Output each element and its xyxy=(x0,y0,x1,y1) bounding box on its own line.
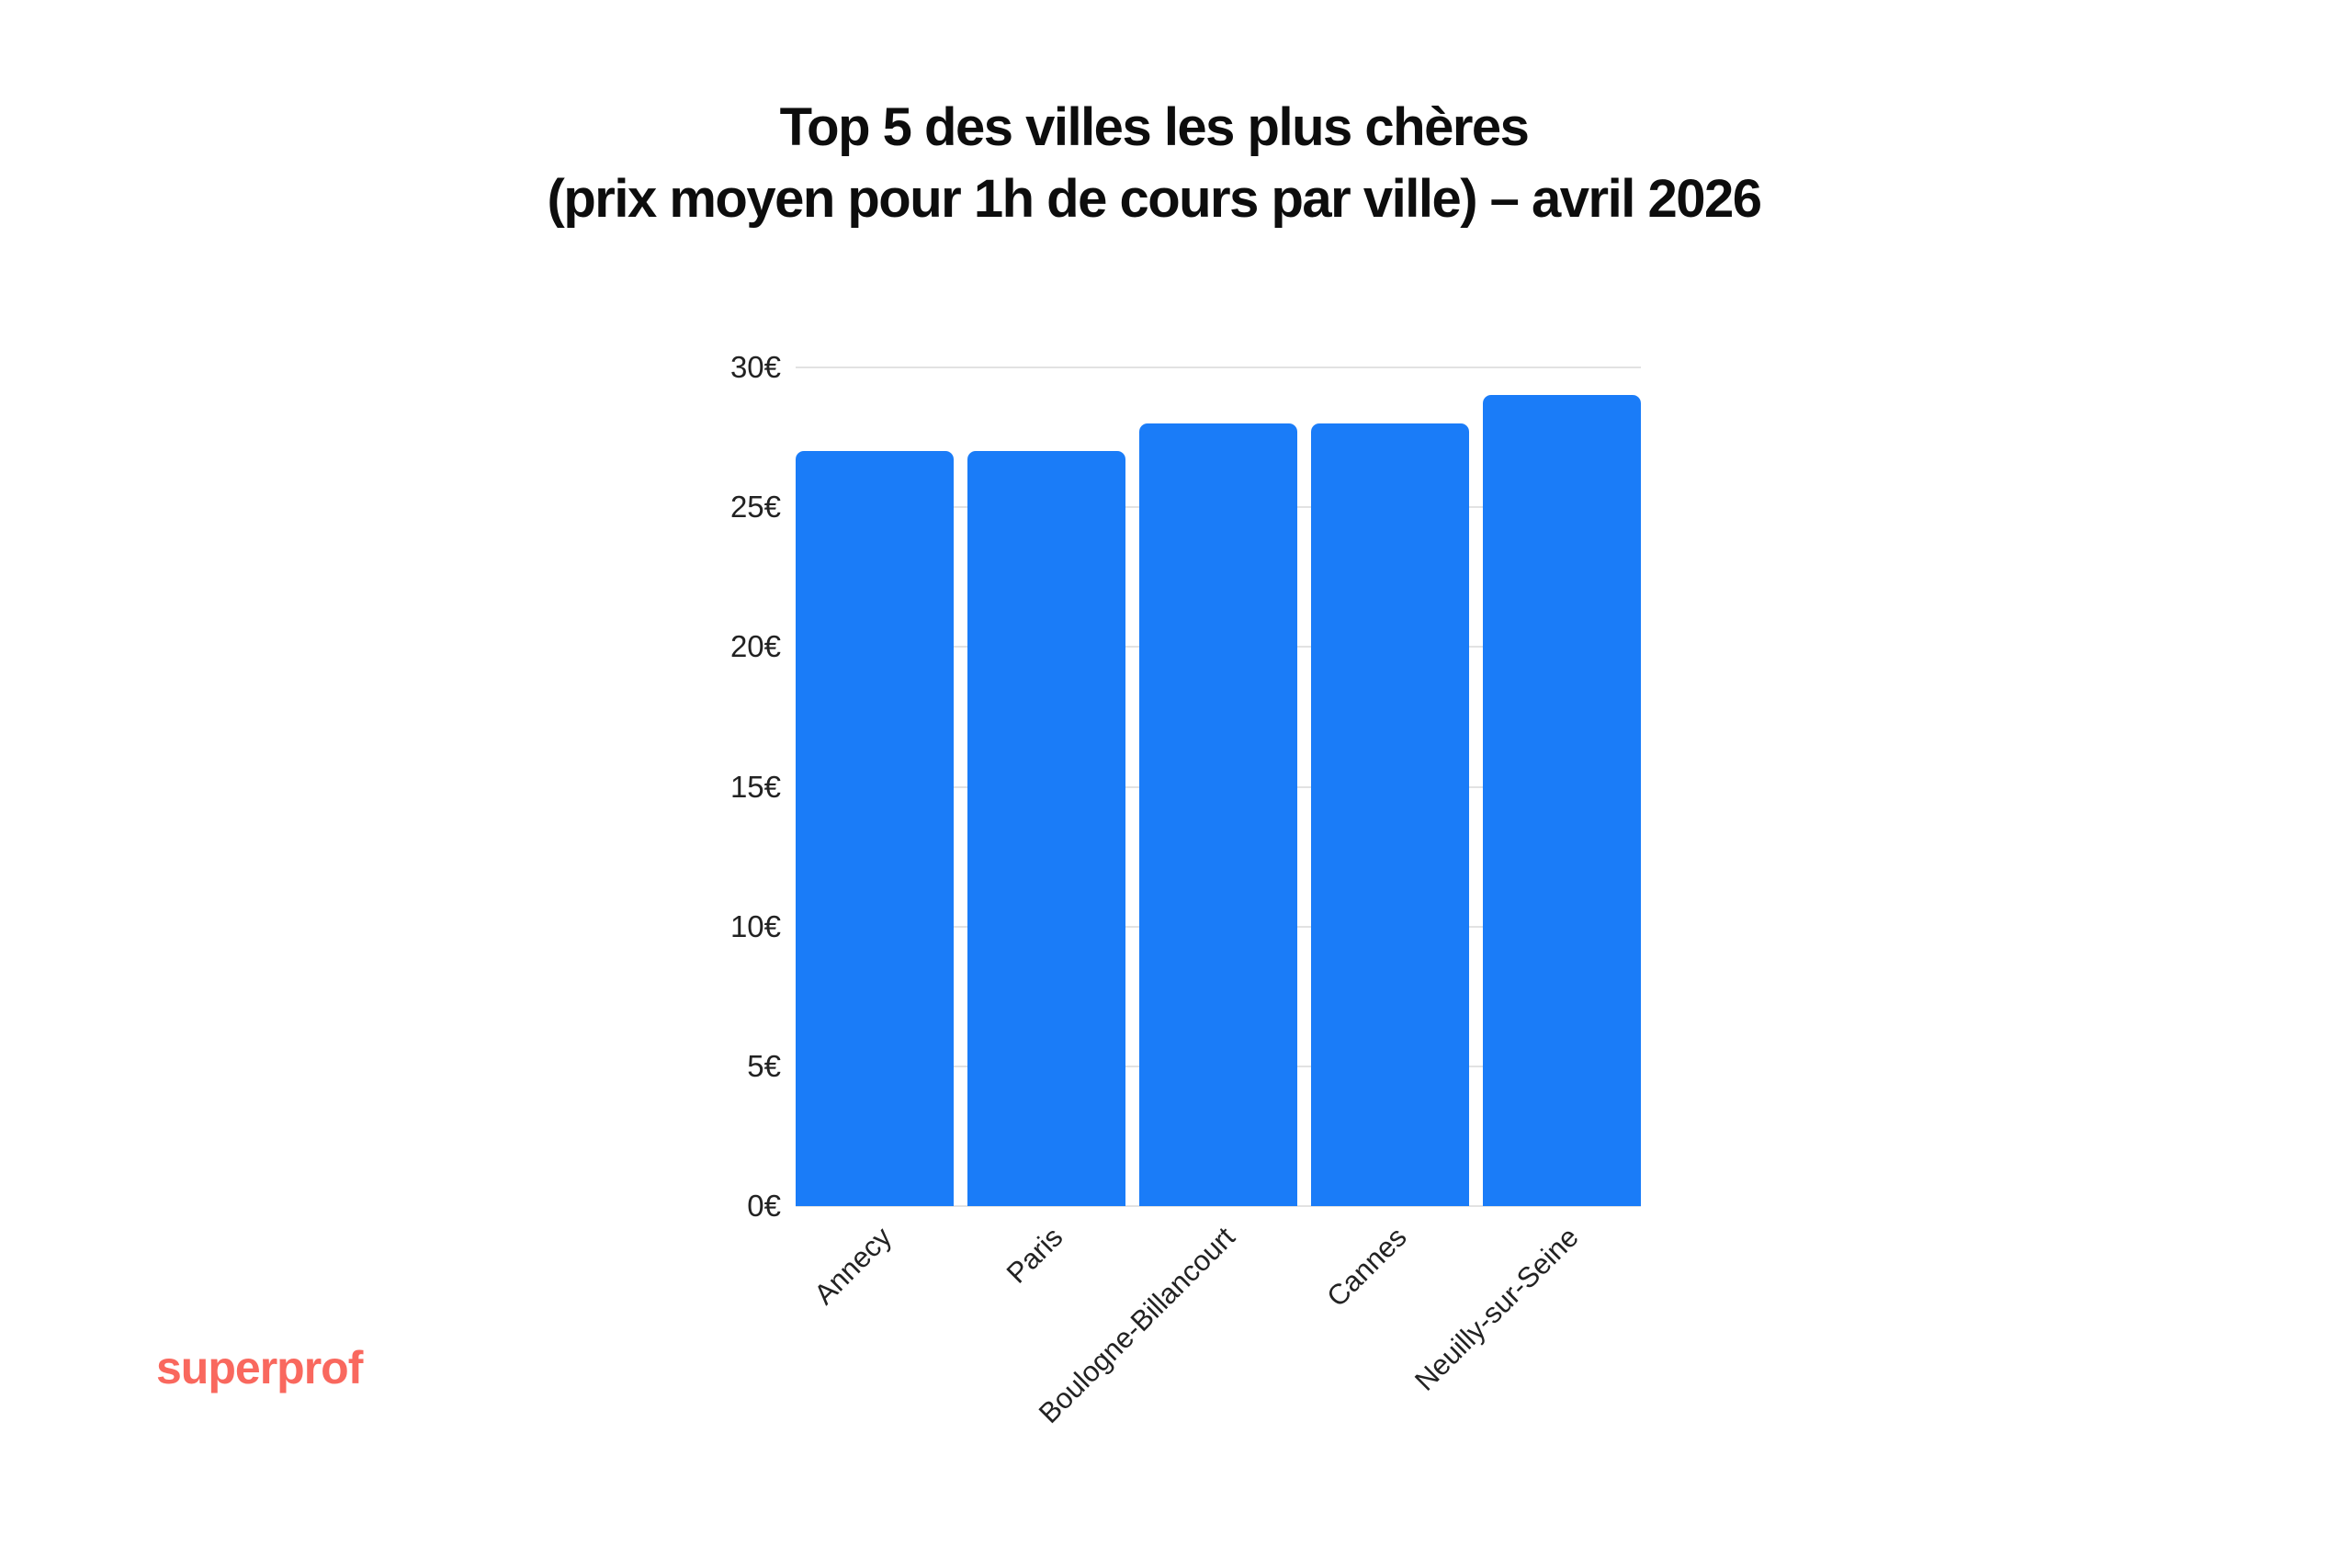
bar-neuilly-sur-seine xyxy=(1483,395,1641,1206)
x-axis: Annecy Paris Boulogne-Billancourt Cannes Neu… xyxy=(796,1221,1641,1568)
bar-boulogne-billancourt xyxy=(1139,423,1297,1206)
chart-title: Top 5 des villes les plus chères xyxy=(779,97,1530,157)
gridline xyxy=(796,367,1641,368)
plot-area: 0€ 5€ 10€ 15€ 20€ 25€ 30€ Annecy Paris Boulogne-… xyxy=(730,350,1641,1429)
bar-annecy xyxy=(796,451,954,1206)
x-axis-label: Neuilly-sur-Seine xyxy=(1408,1221,1585,1397)
y-axis-tick-label: 25€ xyxy=(729,490,781,525)
y-axis-tick-label: 20€ xyxy=(729,629,781,664)
bar-paris xyxy=(967,451,1125,1206)
gridline xyxy=(796,1205,1641,1207)
bar-cannes xyxy=(1311,423,1469,1206)
y-axis-tick-label: 0€ xyxy=(747,1189,781,1223)
superprof-logo: superprof xyxy=(156,1342,363,1393)
y-axis-tick-label: 5€ xyxy=(747,1048,781,1083)
y-axis-tick-label: 10€ xyxy=(729,908,781,943)
x-axis-label: Boulogne-Billancourt xyxy=(1032,1221,1241,1430)
x-axis-label: Cannes xyxy=(1320,1221,1413,1314)
y-axis-tick-label: 15€ xyxy=(729,769,781,804)
x-axis-label: Annecy xyxy=(807,1221,898,1311)
chart-subtitle: (prix moyen pour 1h de cours par ville) … xyxy=(547,169,1762,229)
y-axis-tick-label: 30€ xyxy=(729,350,781,384)
x-axis-label: Paris xyxy=(1001,1221,1069,1290)
y-axis: 0€ 5€ 10€ 15€ 20€ 25€ 30€ xyxy=(625,350,781,1223)
chart-title-block: Top 5 des villes les plus chères (prix m… xyxy=(0,92,2308,235)
